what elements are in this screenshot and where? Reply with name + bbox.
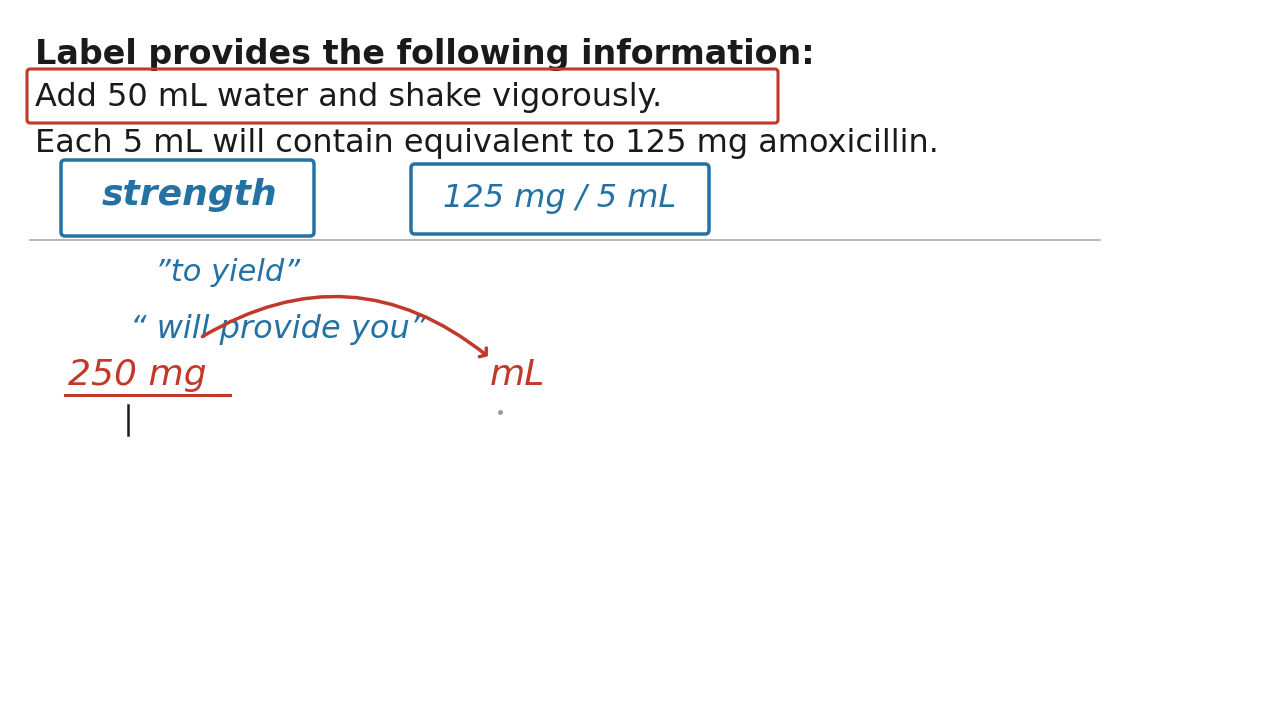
Text: 250 mg: 250 mg (68, 358, 206, 392)
Text: strength: strength (102, 178, 278, 212)
Text: “ will provide you”: “ will provide you” (131, 314, 426, 345)
Text: Each 5 mL will contain equivalent to 125 mg amoxicillin.: Each 5 mL will contain equivalent to 125… (35, 128, 938, 159)
Text: ”to yield”: ”to yield” (155, 258, 300, 287)
Text: Add 50 mL water and shake vigorously.: Add 50 mL water and shake vigorously. (35, 82, 662, 113)
Text: Label provides the following information:: Label provides the following information… (35, 38, 814, 71)
Text: 125 mg / 5 mL: 125 mg / 5 mL (443, 182, 677, 214)
Text: mL: mL (490, 358, 545, 392)
